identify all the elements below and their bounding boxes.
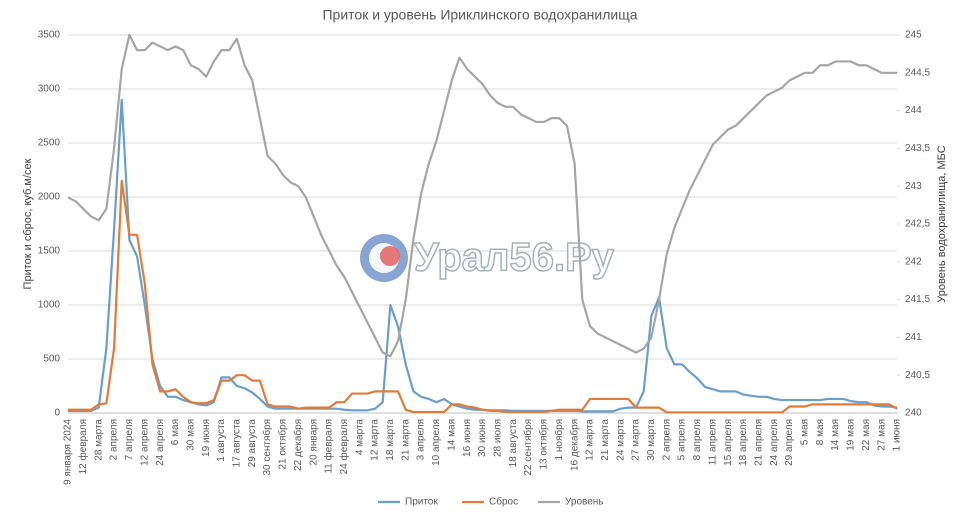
y2-tick-label: 242,5 bbox=[905, 219, 930, 230]
x-tick-label: 13 октября bbox=[538, 419, 550, 470]
y-tick-label: 3500 bbox=[38, 30, 61, 41]
x-tick-label: 12 февраля bbox=[77, 419, 89, 474]
x-tick-label: 9 января 2024 bbox=[63, 419, 74, 485]
chart-title: Приток и уровень Ириклинского водохранил… bbox=[322, 7, 637, 23]
x-tick-label: 30 мая bbox=[185, 419, 196, 451]
x-tick-label: 28 июля bbox=[492, 419, 503, 457]
x-tick-label: 19 мая bbox=[846, 419, 857, 451]
y2-tick-label: 241 bbox=[905, 332, 922, 343]
y2-tick-label: 244,5 bbox=[905, 67, 930, 78]
x-tick-label: 21 марта bbox=[600, 419, 611, 461]
x-tick-label: 21 апреля bbox=[753, 419, 764, 466]
x-tick-label: 22 декабря bbox=[292, 419, 304, 471]
x-tick-label: 6 мая bbox=[170, 419, 181, 445]
x-tick-label: 29 апреля bbox=[784, 419, 795, 466]
x-tick-label: 12 марта bbox=[585, 419, 596, 461]
y-tick-label: 3000 bbox=[38, 84, 61, 95]
y-tick-label: 2500 bbox=[38, 138, 61, 149]
watermark: Урал56.Ру bbox=[414, 236, 615, 280]
x-tick-label: 18 апреля bbox=[738, 419, 749, 466]
x-tick-label: 30 марта bbox=[646, 419, 657, 461]
x-tick-label: 3 апреля bbox=[416, 419, 427, 460]
x-tick-label: 21 марта bbox=[400, 419, 411, 461]
x-tick-label: 22 сентября bbox=[522, 419, 534, 476]
x-tick-label: 1 августа bbox=[216, 419, 227, 462]
y2-axis-title: Уровень водохранилища, МБС bbox=[936, 145, 948, 302]
y-tick-label: 1000 bbox=[38, 300, 61, 311]
x-tick-label: 11 апреля bbox=[707, 419, 718, 465]
x-tick-label: 27 мая bbox=[876, 419, 887, 451]
x-tick-label: 28 марта bbox=[93, 419, 104, 461]
x-tick-label: 17 августа bbox=[232, 419, 243, 468]
y-tick-label: 500 bbox=[43, 354, 60, 365]
x-tick-label: 14 мая bbox=[830, 419, 841, 451]
y2-tick-label: 245 bbox=[905, 30, 922, 41]
y-tick-label: 1500 bbox=[38, 246, 61, 257]
x-tick-label: 20 января bbox=[308, 419, 319, 465]
x-tick-label: 16 июня bbox=[462, 419, 473, 457]
x-tick-label: 1 ноября bbox=[553, 419, 565, 460]
x-tick-label: 24 апреля bbox=[769, 419, 780, 466]
x-tick-label: 30 июня bbox=[477, 419, 488, 457]
watermark-group: Урал56.Ру bbox=[360, 234, 615, 282]
x-tick-label: 16 декабря bbox=[568, 419, 580, 471]
x-tick-label: 21 октября bbox=[277, 419, 289, 470]
x-tick-label: 15 апреля bbox=[723, 419, 734, 466]
x-tick-label: 14 мая bbox=[446, 419, 457, 451]
x-tick-label: 10 апреля bbox=[431, 419, 442, 466]
x-tick-label: 8 мая bbox=[815, 419, 826, 445]
series-line bbox=[67, 33, 897, 358]
legend-label: Уровень bbox=[565, 497, 604, 508]
x-tick-label: 1 июня bbox=[892, 419, 903, 451]
x-tick-label: 18 марта bbox=[385, 419, 396, 461]
y2-tick-label: 243 bbox=[905, 181, 922, 192]
x-tick-label: 18 августа bbox=[508, 419, 519, 468]
x-tick-label: 24 февраля bbox=[338, 419, 350, 474]
y2-tick-label: 241,5 bbox=[905, 294, 930, 305]
y2-tick-label: 240,5 bbox=[905, 370, 930, 381]
x-tick-label: 27 марта bbox=[631, 419, 642, 461]
x-tick-label: 22 мая bbox=[861, 419, 872, 451]
x-tick-label: 11 февраля bbox=[323, 419, 335, 474]
x-tick-label: 12 марта bbox=[370, 419, 381, 461]
x-tick-label: 5 мая bbox=[800, 419, 811, 445]
y-tick-label: 0 bbox=[54, 408, 60, 419]
y2-tick-label: 242 bbox=[905, 256, 922, 267]
y-tick-label: 2000 bbox=[38, 192, 61, 203]
legend-label: Приток bbox=[405, 497, 438, 508]
y2-tick-label: 244 bbox=[905, 105, 922, 116]
x-tick-label: 7 апреля bbox=[124, 419, 135, 460]
x-tick-label: 24 марта bbox=[615, 419, 626, 461]
y2-tick-label: 240 bbox=[905, 408, 922, 419]
watermark-logo bbox=[380, 246, 400, 266]
y-axis-title: Приток и сброс, куб.м/сек bbox=[22, 158, 34, 289]
x-tick-label: 30 сентября bbox=[261, 419, 273, 476]
x-tick-label: 12 апреля bbox=[139, 419, 150, 466]
x-tick-label: 19 июня bbox=[201, 419, 212, 457]
y2-tick-label: 243,5 bbox=[905, 143, 930, 154]
series-line bbox=[68, 179, 898, 414]
x-tick-label: 2 апреля bbox=[109, 419, 120, 460]
x-tick-label: 29 августа bbox=[247, 419, 258, 468]
x-tick-label: 4 марта bbox=[354, 419, 365, 456]
legend-label: Сброс bbox=[489, 496, 518, 508]
x-tick-label: 2 апреля bbox=[661, 419, 672, 460]
x-tick-label: 8 апреля bbox=[692, 419, 703, 460]
x-tick-label: 24 апреля bbox=[155, 419, 166, 466]
x-tick-label: 5 апреля bbox=[677, 419, 688, 460]
